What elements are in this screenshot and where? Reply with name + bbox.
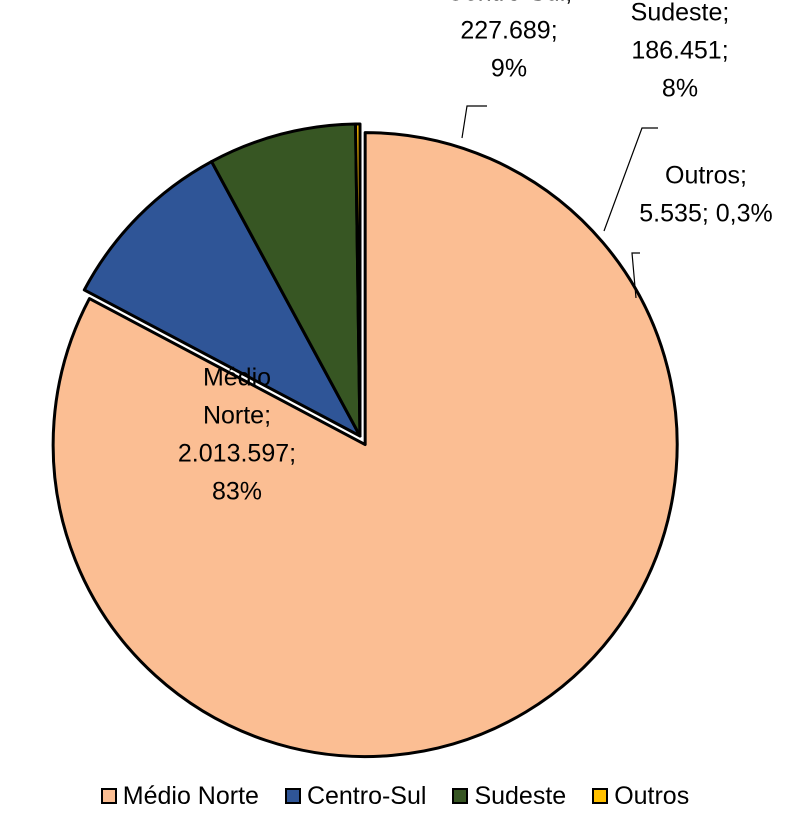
pie-slice-outros bbox=[354, 122, 362, 438]
chart-legend: Médio Norte Centro-Sul Sudeste Outros bbox=[0, 776, 790, 816]
legend-item-outros: Outros bbox=[592, 782, 689, 811]
legend-swatch-centro-sul bbox=[284, 788, 301, 804]
legend-label-medio-norte: Médio Norte bbox=[122, 781, 259, 810]
data-label-medio-norte: Médio Norte; 2.013.597; 83% bbox=[178, 364, 296, 506]
pie-slice-sudeste bbox=[210, 122, 362, 438]
legend-swatch-medio-norte bbox=[100, 788, 117, 804]
legend-item-sudeste: Sudeste bbox=[452, 782, 566, 811]
data-label-sudeste: Sudeste; 186.451; 8% bbox=[631, 0, 730, 103]
leader-line-centro-sul bbox=[461, 105, 487, 139]
data-label-outros: Outros; 5.535; 0,3% bbox=[639, 162, 772, 228]
legend-label-centro-sul: Centro-Sul bbox=[306, 781, 427, 810]
legend-label-sudeste: Sudeste bbox=[474, 781, 567, 810]
legend-swatch-sudeste bbox=[452, 788, 469, 804]
legend-item-medio-norte: Médio Norte bbox=[100, 781, 259, 811]
legend-swatch-outros bbox=[592, 788, 609, 804]
leader-line-sudeste bbox=[603, 127, 658, 232]
pie-slice-medio-norte bbox=[51, 131, 679, 759]
pie-slices bbox=[51, 122, 679, 759]
leader-line-outros bbox=[631, 252, 640, 299]
legend-item-centro-sul: Centro-Sul bbox=[284, 781, 427, 811]
data-label-centro-sul: Centro-Sul;227.689;9% bbox=[446, 0, 572, 83]
pie-slice-centro-sul bbox=[82, 160, 362, 438]
legend-label-outros: Outros bbox=[614, 781, 690, 810]
